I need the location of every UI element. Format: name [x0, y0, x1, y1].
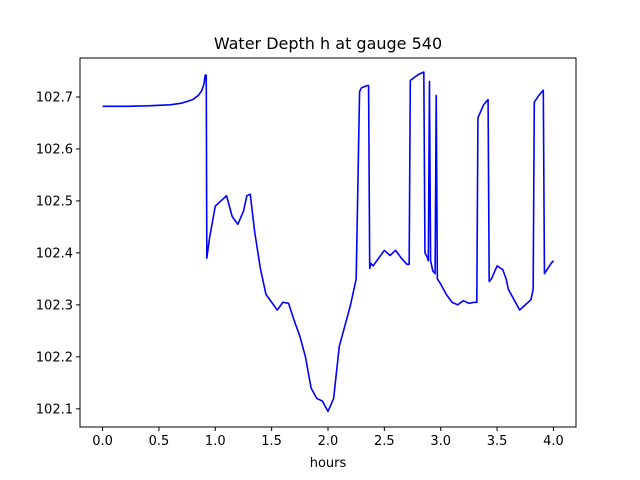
x-tick-label: 1.0	[205, 434, 226, 449]
x-tick-label: 2.5	[374, 434, 395, 449]
x-tick-label: 0.0	[92, 434, 113, 449]
y-axis-ticks: 102.1 102.2 102.3 102.4 102.5 102.6 102.7	[36, 90, 80, 417]
x-tick-label: 3.0	[430, 434, 451, 449]
x-axis-label: hours	[310, 456, 347, 471]
y-tick-label: 102.1	[36, 402, 73, 417]
y-tick-label: 102.4	[36, 246, 73, 261]
x-tick-label: 4.0	[543, 434, 564, 449]
x-tick-label: 3.5	[487, 434, 508, 449]
y-tick-label: 102.2	[36, 350, 73, 365]
y-tick-label: 102.7	[36, 90, 73, 105]
plot-frame	[79, 57, 577, 428]
series-line-0	[102, 71, 555, 413]
x-axis-ticks: 0.0 0.5 1.0 1.5 2.0 2.5 3.0 3.5 4.0	[92, 427, 564, 449]
x-tick-label: 2.0	[318, 434, 339, 449]
y-tick-label: 102.5	[36, 194, 73, 209]
plot-area	[102, 71, 555, 413]
y-tick-label: 102.6	[36, 142, 73, 157]
y-tick-label: 102.3	[36, 298, 73, 313]
x-tick-label: 1.5	[261, 434, 282, 449]
x-tick-label: 0.5	[149, 434, 170, 449]
chart-title: Water Depth h at gauge 540	[214, 34, 442, 53]
